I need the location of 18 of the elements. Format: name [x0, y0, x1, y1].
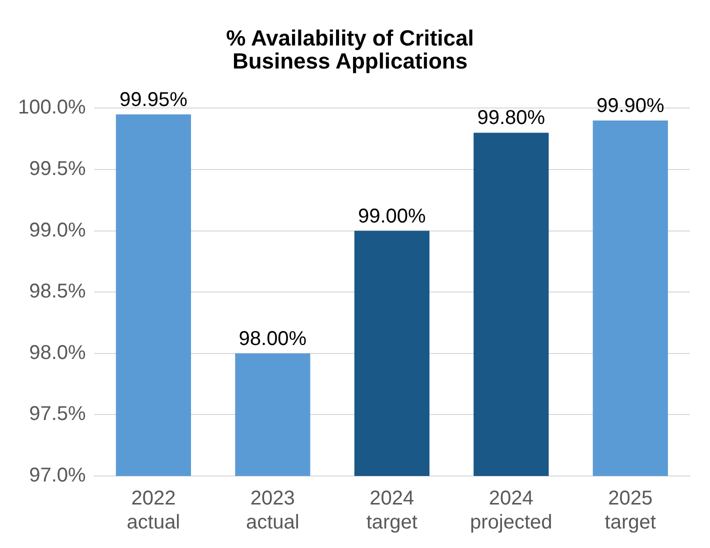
x-tick-label: 2022 actual [126, 488, 180, 534]
y-tick-label: 97.0% [29, 464, 86, 487]
data-label: 99.80% [477, 107, 546, 130]
y-tick-label: 98.5% [29, 280, 86, 303]
y-tick-label: 98.0% [29, 342, 86, 364]
x-tick-label: 2023 actual [246, 488, 300, 534]
x-tick-label: 2024 target [366, 488, 418, 534]
chart-title: % Availability of Critical Business Applications [226, 26, 474, 74]
y-tick-label: 99.5% [29, 158, 86, 180]
data-label: 99.00% [358, 205, 426, 228]
y-tick-label: 97.5% [29, 403, 86, 426]
data-label: 99.95% [120, 88, 188, 111]
data-label: 99.90% [596, 94, 665, 117]
data-label: 98.00% [238, 328, 307, 350]
y-tick-label: 100.0% [18, 96, 86, 119]
y-tick-label: 99.0% [29, 219, 86, 242]
x-tick-label: 2024 projected [470, 488, 552, 534]
x-tick-label: 2025 target [604, 488, 656, 534]
